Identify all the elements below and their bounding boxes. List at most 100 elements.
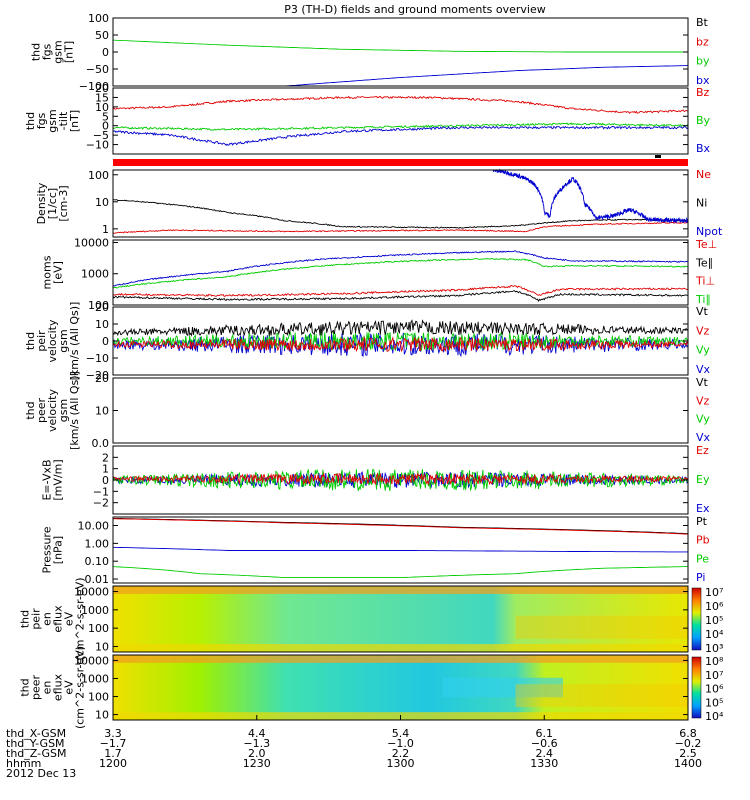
panel-9-ylabel: eflux: [52, 605, 65, 633]
x-axis-row-label: thd_Z-GSM: [6, 747, 66, 760]
panel-5-ylabel: velocity: [46, 319, 59, 362]
panel-9-tick-label: 1000: [81, 604, 109, 617]
panel-10-spectrogram-late-band: [515, 684, 688, 707]
panel-4-series-ti-par: [112, 257, 689, 289]
panel-2-series-bz: [112, 95, 689, 114]
panel-1-legend-bx: bx: [696, 74, 710, 87]
panel-9-tick-label: 100: [88, 622, 109, 635]
panel-1-legend-bt: Bt: [696, 16, 709, 29]
x-axis-value: 6.8: [679, 727, 697, 740]
panel-9-ylabel: (cm^2-s-sr-eV): [74, 577, 87, 660]
panel-1-ylabel: thd: [30, 43, 43, 61]
panel-7-tick-label: −1: [93, 485, 109, 498]
panel-5-tick-label: 20: [95, 301, 109, 314]
panel-6-tick-label: 10: [95, 405, 109, 418]
panel-7-legend-ey: Ey: [696, 473, 710, 486]
panel-10-ylabel: thd: [19, 678, 32, 696]
panel-1-tick-label: 50: [95, 29, 109, 42]
panel-4-legend-ti: Ti∥: [695, 293, 711, 306]
panel-6-ylabel: velocity: [46, 389, 59, 432]
panel-9-colorbar-label: 10⁵: [705, 614, 723, 627]
panel-8-legend-pe: Pe: [696, 552, 709, 565]
panel-4-legend-ti: Ti⊥: [695, 275, 715, 288]
panel-10-spectrogram-top-band: [113, 655, 688, 663]
panel-10-colorbar-label: 10⁶: [705, 683, 724, 696]
panel-7-ylabel: E=-VxB: [41, 459, 54, 500]
panel-5-legend-vy: Vy: [696, 344, 710, 357]
panel-3-frame: [112, 169, 689, 238]
panel-3-series-npot: [492, 168, 689, 224]
panel-8-legend-pt: Pt: [696, 515, 708, 528]
panel-2-tick-label: 5: [102, 110, 109, 123]
panel-4-series-te-perp: [112, 285, 689, 297]
panel-10-tick-label: 100: [88, 691, 109, 704]
panel-6-legend-vt: Vt: [696, 376, 709, 389]
panel-8-legend-pb: Pb: [696, 534, 710, 547]
panel-4-series-ti-perp: [112, 250, 689, 287]
x-axis-row-label: thd_Y-GSM: [6, 737, 65, 750]
panel-2-tick-label: 20: [95, 82, 109, 95]
panel-5-ylabel: thd: [24, 332, 37, 350]
panel-4-tick-label: 10000: [74, 236, 109, 249]
panel-5-tick-label: 10: [95, 318, 109, 331]
panel-9-colorbar-label: 10³: [705, 642, 723, 655]
plot-title: P3 (TH-D) fields and ground moments over…: [284, 3, 546, 16]
panel-7-tick-label: −2: [93, 497, 109, 510]
panel-9-spectrogram-top-band: [113, 586, 688, 594]
panel-3-series-ne: [112, 221, 689, 234]
panel-2-ylabel: fgs: [35, 112, 48, 129]
panel-8-series-pi: [112, 546, 688, 553]
panel-10-tick-label: 10: [95, 709, 109, 722]
x-axis-value: 1330: [530, 757, 558, 770]
x-axis-value: 1.7: [104, 747, 122, 760]
panel-1-tick-label: 100: [88, 12, 109, 25]
panel-5-series-vt: [112, 319, 689, 337]
panel-2-legend-by: By: [696, 114, 711, 127]
panel-6-ylabel: [km/s (All Qs)]: [68, 371, 81, 450]
panel-4-series-te-par: [112, 290, 689, 303]
panel-2-series-by: [112, 122, 689, 131]
x-axis-value: 2.4: [536, 747, 554, 760]
panel-10-spectrogram-core: [443, 677, 563, 698]
panel-1-ylabel: fgs: [41, 43, 54, 60]
panel-2-tick-label: −5: [93, 129, 109, 142]
panel-8-frame: [112, 516, 689, 584]
panel-5-ylabel: gsm: [57, 329, 70, 352]
panel-2-tick-label: 0: [102, 120, 109, 133]
x-axis-row-label: hhmm: [6, 757, 41, 770]
panel-7-series-ez: [112, 472, 689, 486]
panel-5-legend-vz: Vz: [696, 324, 710, 337]
x-axis-value: 2.5: [679, 747, 697, 760]
panel-9-frame: [112, 585, 689, 653]
panel-8-ylabel: [nPa]: [52, 536, 65, 564]
panel-9-tick-label: 10: [95, 640, 109, 653]
panel-2-frame: [112, 87, 689, 155]
panel-6-legend-vx: Vx: [696, 431, 711, 444]
panel-7-tick-label: 2: [102, 451, 109, 464]
panel-7-ylabel: [mV/m]: [52, 459, 65, 500]
panel-2-ylabel: -tilt: [57, 111, 70, 130]
panel-6-ylabel: peer: [35, 398, 48, 424]
panel-1-series-by: [112, 39, 688, 53]
panel-5-tick-label: −10: [86, 352, 109, 365]
panel-5-series-vz: [112, 335, 689, 353]
panel-2-ylabel: [nT]: [68, 110, 81, 132]
panel-2-tick-label: 10: [95, 101, 109, 114]
panel-5-tick-label: −20: [86, 369, 109, 382]
x-axis-value: −0.2: [675, 737, 702, 750]
panel-3-legend-ni: Ni: [696, 197, 707, 210]
panel-6-legend-vy: Vy: [696, 413, 710, 426]
x-axis-value: 5.4: [392, 727, 410, 740]
panel-1-series-bx: [285, 65, 688, 87]
panel-2-ylabel: gsm: [46, 109, 59, 132]
panel-3-ylabel: [1/cc]: [46, 188, 59, 219]
x-axis-value: 1230: [243, 757, 271, 770]
x-axis-date: 2012 Dec 13: [6, 767, 76, 780]
panel-9-spectrogram-bottom-band: [113, 644, 688, 652]
panel-8-tick-label: 0.01: [85, 573, 110, 586]
panel-5-ylabel: [km/s (All Qs)]: [68, 302, 81, 381]
panel-3-ylabel: [cm-3]: [57, 185, 70, 221]
panel-9-ylabel: eV: [63, 611, 76, 626]
panel-8-legend-pi: Pi: [696, 571, 705, 584]
panel-6-legend-vz: Vz: [696, 394, 710, 407]
